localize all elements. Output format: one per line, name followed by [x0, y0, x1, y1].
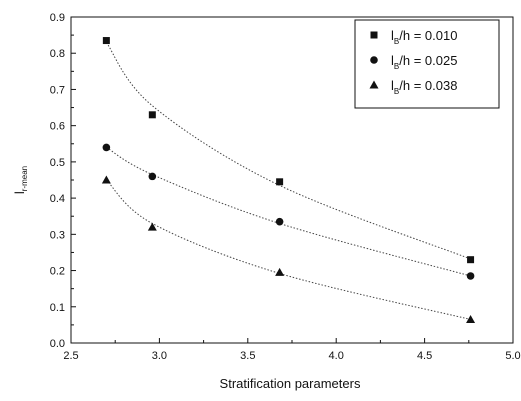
- x-axis-title: Stratification parameters: [220, 376, 361, 391]
- fit-curve: [106, 179, 471, 320]
- x-tick-label: 3.0: [152, 350, 167, 362]
- x-tick-label: 2.5: [63, 350, 78, 362]
- x-tick-label: 5.0: [505, 350, 520, 362]
- legend-label-suffix: /h = 0.038: [399, 78, 457, 93]
- legend-label-prefix: l: [391, 28, 394, 43]
- data-point-circle: [102, 143, 111, 152]
- legend-marker-circle: [370, 56, 378, 64]
- y-tick-label: 0.8: [50, 48, 65, 60]
- legend-label-suffix: /h = 0.010: [399, 28, 457, 43]
- legend-entry-label: lB/h = 0.038: [391, 78, 457, 96]
- y-axis-title-main: l: [12, 191, 27, 194]
- data-point-circle: [148, 172, 157, 181]
- data-point-triangle: [147, 222, 157, 231]
- x-tick-label: 4.5: [417, 350, 432, 362]
- legend-label-prefix: l: [391, 53, 394, 68]
- x-tick-label: 4.0: [329, 350, 344, 362]
- legend-box: [354, 19, 500, 109]
- y-tick-label: 0.7: [50, 84, 65, 96]
- y-tick-label: 0.6: [50, 121, 65, 133]
- data-point-triangle: [101, 175, 111, 184]
- y-axis-ticks: 0.0 0.1 0.2 0.3 0.4 0.5 0.6 0.7 0.8 0.9: [50, 12, 76, 350]
- y-tick-label: 0.2: [50, 266, 65, 278]
- legend-label-sub: B: [394, 37, 399, 46]
- y-tick-label: 0.9: [50, 12, 65, 24]
- data-point-square: [148, 111, 156, 119]
- legend-marker-triangle: [369, 80, 379, 89]
- data-point-triangle: [275, 267, 285, 276]
- fit-curve: [105, 42, 471, 260]
- legend-label-sub: B: [394, 62, 399, 71]
- legend-label-prefix: l: [391, 78, 394, 93]
- y-axis-title: lr-mean: [12, 166, 29, 194]
- x-tick-label: 3.5: [240, 350, 255, 362]
- data-point-square: [467, 256, 475, 264]
- legend-marker-square: [370, 31, 378, 39]
- data-point-square: [102, 37, 110, 45]
- y-tick-label: 0.1: [50, 302, 65, 314]
- data-markers: [101, 37, 476, 323]
- y-tick-label: 0.4: [50, 193, 65, 205]
- legend-label-sub: B: [394, 87, 399, 96]
- data-point-circle: [275, 217, 284, 226]
- data-point-square: [276, 178, 284, 186]
- legend-entry-label: lB/h = 0.010: [391, 28, 457, 46]
- data-point-triangle: [466, 314, 476, 323]
- y-tick-label: 0.5: [50, 157, 65, 169]
- data-point-circle: [466, 272, 475, 280]
- y-tick-label: 0.3: [50, 229, 65, 241]
- legend-entry-label: lB/h = 0.025: [391, 53, 457, 71]
- x-axis-ticks: 2.5 3.0 3.5 4.0 4.5 5.0: [63, 338, 521, 362]
- y-axis-title-sub: r-mean: [20, 166, 29, 191]
- fit-curve: [106, 146, 471, 277]
- y-tick-label: 0.0: [50, 338, 65, 350]
- fit-curves: [105, 42, 471, 320]
- legend-label-suffix: /h = 0.025: [399, 53, 457, 68]
